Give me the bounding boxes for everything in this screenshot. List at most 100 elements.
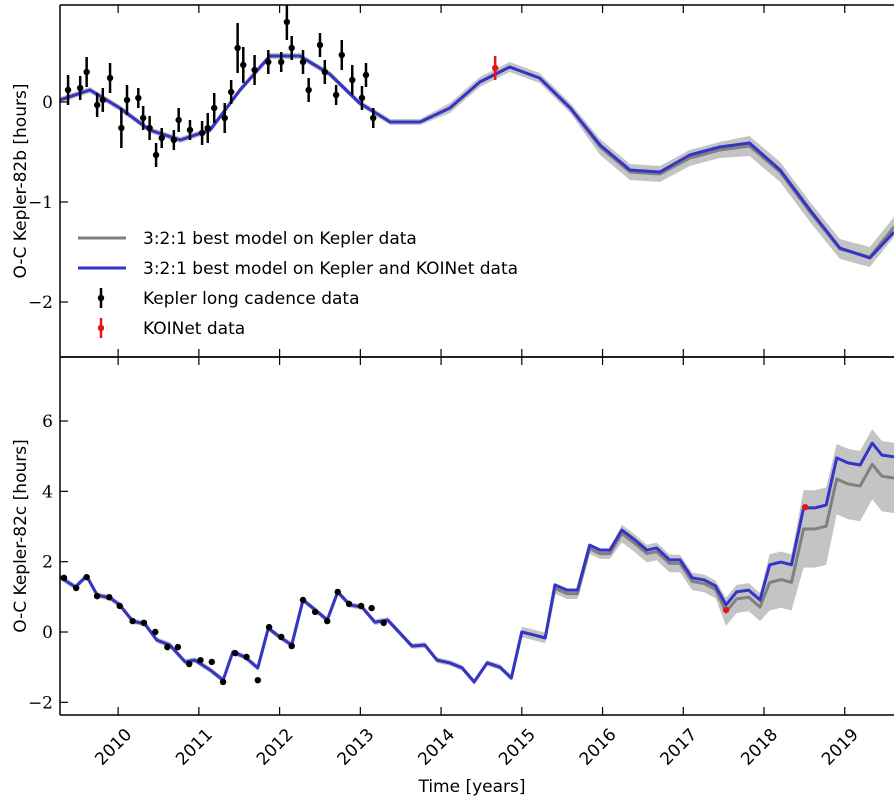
data-point [332,91,340,99]
y-tick-label: 6 [42,412,53,432]
data-point [305,86,312,94]
data-point [299,596,307,604]
legend-label: 3:2:1 best model on Kepler and KOINet da… [143,259,518,279]
data-point [368,604,375,612]
y-tick-label: −1 [28,193,53,213]
x-tick-label: 2014 [414,725,459,770]
data-point [204,124,211,132]
data-point [164,643,171,651]
data-point [99,96,106,104]
data-point [106,74,114,82]
data-point [83,68,90,76]
data-point [174,643,182,651]
data-point [123,96,131,104]
data-point [316,41,324,49]
data-point [170,136,178,144]
data-point [299,58,307,66]
data-point [362,71,370,79]
data-point [283,18,291,26]
data-point [185,660,193,668]
data-point [265,623,273,631]
data-point [135,94,142,102]
data-point [288,642,295,650]
y-tick-label: −2 [28,693,53,713]
data-point [139,114,147,122]
data-point [491,64,499,72]
y-tick-label: −2 [28,293,53,313]
plot-area [60,5,894,267]
y-tick-label: 4 [42,482,53,502]
data-point [338,51,345,59]
data-point [198,129,206,137]
data-point [60,574,68,582]
data-point [221,114,228,122]
plot-area [60,429,894,686]
data-point [152,151,160,159]
data-point [345,600,353,608]
data-point [227,88,235,96]
data-point [288,44,295,52]
x-tick-label: 2017 [657,725,702,770]
data-point [158,134,165,142]
legend-label: KOINet data [143,319,245,339]
y-tick-label: 0 [42,93,53,113]
x-tick-label: 2018 [737,725,782,770]
data-point [93,592,101,600]
legend-swatch [97,324,105,332]
data-point [208,658,215,666]
x-tick-label: 2012 [253,725,298,770]
data-point [83,573,90,581]
data-point [358,94,366,102]
data-point [106,593,113,601]
x-tick-label: 2010 [91,725,136,770]
data-point [380,619,387,627]
data-point [334,588,341,596]
data-point [146,124,153,132]
y-axis-label: O-C Kepler-82c [hours] [11,439,31,632]
data-point [219,678,227,686]
legend-label: 3:2:1 best model on Kepler data [143,229,417,249]
x-tick-label: 2015 [495,725,540,770]
x-tick-label: 2011 [172,725,217,770]
data-point [64,86,72,94]
data-point [254,676,262,684]
x-tick-label: 2013 [334,725,379,770]
data-point [265,58,272,66]
legend-label: Kepler long cadence data [143,289,360,309]
legend-swatch [97,294,105,302]
data-point [278,58,285,66]
data-point [370,114,377,122]
data-point [72,584,80,592]
y-axis-label: O-C Kepler-82b [hours] [11,84,31,279]
y-tick-label: 0 [42,623,53,643]
data-point [240,61,247,69]
data-point [129,617,136,625]
data-point [231,649,239,657]
data-point [357,602,365,610]
data-point [321,68,329,76]
data-point [118,124,125,132]
data-point [186,126,194,134]
x-axis-label: Time [years] [417,777,525,797]
x-tick-label: 2016 [576,725,621,770]
model-line [60,441,894,684]
data-point [251,66,258,74]
data-point [76,84,84,92]
y-tick-label: 2 [42,553,53,573]
data-point [175,116,182,124]
data-point [93,101,101,109]
x-tick-label: 2019 [818,725,863,770]
data-point [311,608,319,616]
data-point [197,656,204,664]
data-point [243,653,250,661]
data-point [211,104,218,112]
data-point [801,503,809,511]
data-point [140,619,148,627]
data-point [324,617,331,625]
data-point [278,633,285,641]
confidence-band [60,429,894,685]
data-point [722,606,730,614]
data-point [116,602,123,610]
